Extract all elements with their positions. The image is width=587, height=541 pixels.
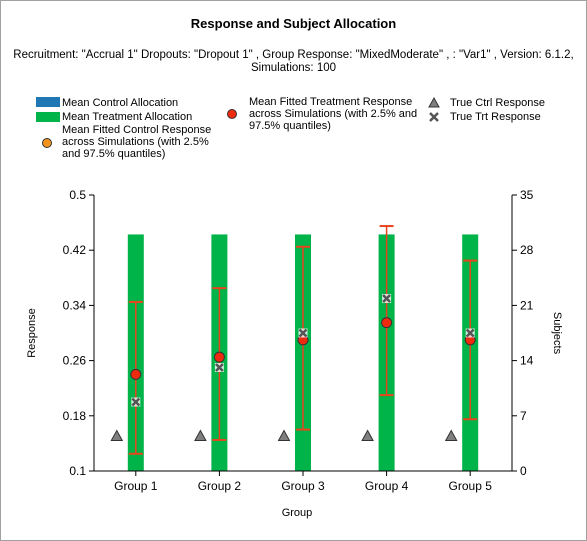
x-tick-label: Group 1 bbox=[114, 479, 158, 493]
y-tick-label: 0.26 bbox=[63, 354, 87, 368]
y2-tick-label: 28 bbox=[520, 243, 534, 257]
true-ctrl-marker bbox=[194, 429, 207, 441]
x-tick-label: Group 4 bbox=[365, 479, 409, 493]
true-trt-marker bbox=[215, 363, 224, 372]
y2-tick-label: 35 bbox=[520, 188, 534, 202]
true-ctrl-marker bbox=[277, 429, 291, 441]
legend-fitted-control-marker bbox=[42, 138, 52, 148]
legend-fitted-control-label: Mean Fitted Control Response across Simu… bbox=[62, 124, 212, 160]
y2-tick-label: 21 bbox=[520, 298, 534, 312]
true-trt-marker bbox=[382, 294, 391, 303]
y-tick-label: 0.18 bbox=[63, 409, 87, 423]
legend-true-ctrl-label: True Ctrl Response bbox=[450, 97, 545, 109]
fitted-treatment-marker bbox=[381, 317, 393, 329]
x-tick-label: Group 5 bbox=[449, 479, 493, 493]
x-tick-label: Group 3 bbox=[281, 479, 325, 493]
legend-true-trt-label: True Trt Response bbox=[450, 111, 541, 123]
fitted-treatment-marker bbox=[130, 368, 142, 380]
y-tick-label: 0.1 bbox=[69, 464, 86, 478]
legend-treatment-swatch bbox=[36, 112, 60, 122]
legend-treatment-label: Mean Treatment Allocation bbox=[62, 111, 193, 123]
true-ctrl-marker bbox=[110, 429, 124, 441]
legend-control-label: Mean Control Allocation bbox=[62, 97, 179, 109]
y-tick-label: 0.42 bbox=[63, 243, 87, 257]
true-ctrl-marker bbox=[444, 429, 458, 441]
legend-true-ctrl-marker bbox=[428, 97, 440, 108]
y-tick-label: 0.34 bbox=[63, 298, 87, 312]
fitted-treatment-marker bbox=[213, 351, 225, 363]
y2-tick-label: 14 bbox=[520, 354, 534, 368]
legend-fitted-treatment-label: Mean Fitted Treatment Response across Si… bbox=[249, 96, 418, 132]
y2-axis-label: Subjects bbox=[551, 312, 563, 355]
true-trt-marker bbox=[131, 397, 141, 407]
chart-subtitle: Recruitment: "Accrual 1" Dropouts: "Drop… bbox=[13, 49, 574, 74]
legend-true-trt-marker bbox=[429, 112, 439, 122]
y2-tick-label: 0 bbox=[520, 464, 527, 478]
x-tick-label: Group 2 bbox=[198, 479, 242, 493]
true-trt-marker bbox=[298, 328, 308, 338]
legend-fitted-treatment-marker bbox=[227, 109, 237, 119]
y-tick-label: 0.5 bbox=[69, 188, 86, 202]
y2-tick-label: 7 bbox=[520, 409, 527, 423]
true-trt-marker bbox=[465, 328, 475, 338]
true-ctrl-marker bbox=[361, 429, 374, 441]
y-axis-label: Response bbox=[26, 308, 38, 358]
legend-control-swatch bbox=[36, 97, 60, 107]
x-axis-label: Group bbox=[282, 507, 313, 519]
chart-title: Response and Subject Allocation bbox=[190, 16, 397, 31]
